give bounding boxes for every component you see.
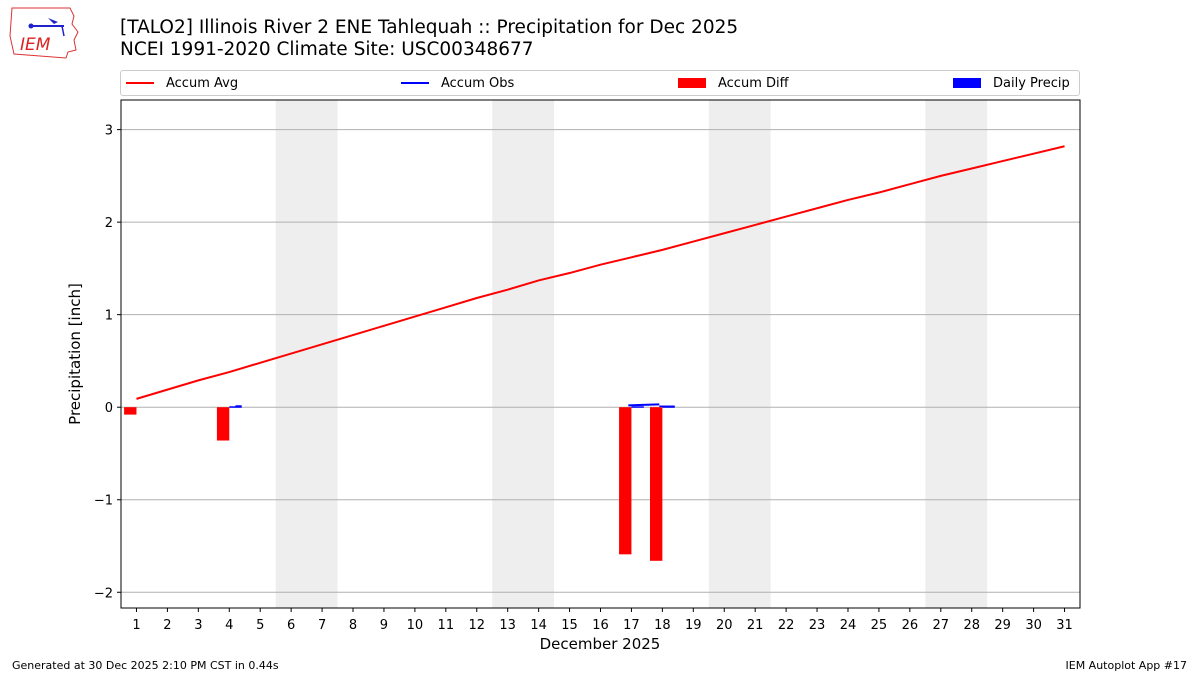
- bar: [631, 406, 644, 408]
- legend-label: Accum Diff: [718, 75, 789, 91]
- x-tick-label: 27: [933, 618, 950, 633]
- x-tick-label: 3: [194, 618, 202, 633]
- x-tick-label: 6: [287, 618, 295, 633]
- x-tick-label: 10: [407, 618, 424, 633]
- chart-title: [TALO2] Illinois River 2 ENE Tahlequah :…: [120, 17, 738, 61]
- x-tick-label: 21: [747, 618, 764, 633]
- x-tick-label: 18: [654, 618, 671, 633]
- red-line-icon: [126, 82, 154, 84]
- x-tick-label: 25: [871, 618, 888, 633]
- x-tick-label: 23: [809, 618, 826, 633]
- legend: Accum Avg Accum Obs Accum Diff Daily Pre…: [120, 70, 1080, 96]
- legend-item-accum-diff: Accum Diff: [678, 74, 789, 92]
- x-tick-label: 15: [561, 618, 578, 633]
- accum-avg-line: [136, 145, 1065, 400]
- x-tick-label: 1: [132, 618, 140, 633]
- x-tick-label: 2: [163, 618, 171, 633]
- y-tick-label: 0: [105, 401, 113, 416]
- footer-app: IEM Autoplot App #17: [1065, 659, 1188, 672]
- footer-generated: Generated at 30 Dec 2025 2:10 PM CST in …: [12, 659, 279, 672]
- bar: [216, 407, 230, 441]
- weekend-band: [708, 100, 771, 608]
- y-tick-label: 3: [105, 124, 113, 139]
- legend-label: Accum Obs: [441, 75, 515, 91]
- bar: [619, 407, 632, 555]
- bar: [649, 407, 663, 561]
- x-tick-label: 4: [225, 618, 233, 633]
- blue-line-icon: [401, 82, 429, 84]
- x-axis-label: December 2025: [540, 635, 661, 653]
- x-tick-label: 31: [1056, 618, 1073, 633]
- x-tick-label: 14: [530, 618, 547, 633]
- x-tick-label: 26: [902, 618, 919, 633]
- y-axis-ticks: −2 −1 0 1 2 3: [94, 124, 121, 601]
- x-tick-label: 13: [499, 618, 516, 633]
- bars: [124, 406, 675, 561]
- title-line-1: [TALO2] Illinois River 2 ENE Tahlequah :…: [120, 17, 739, 38]
- blue-patch-icon: [953, 78, 981, 88]
- x-tick-label: 24: [840, 618, 857, 633]
- weekend-band: [492, 100, 555, 608]
- title-line-2: NCEI 1991-2020 Climate Site: USC00348677: [120, 39, 534, 60]
- x-tick-label: 5: [256, 618, 264, 633]
- x-tick-label: 28: [963, 618, 980, 633]
- x-tick-label: 11: [438, 618, 455, 633]
- x-tick-label: 12: [468, 618, 485, 633]
- weekend-shading: [275, 100, 988, 608]
- x-tick-label: 8: [349, 618, 357, 633]
- iem-logo: IEM: [8, 6, 80, 60]
- legend-label: Accum Avg: [166, 75, 239, 91]
- x-tick-label: 17: [623, 618, 640, 633]
- y-tick-label: −2: [94, 586, 113, 601]
- y-axis-label: Precipitation [inch]: [66, 283, 84, 425]
- x-tick-label: 7: [318, 618, 326, 633]
- weekend-band: [275, 100, 338, 608]
- y-tick-label: 2: [105, 216, 113, 231]
- logo-text: IEM: [20, 35, 51, 55]
- x-tick-label: 29: [994, 618, 1011, 633]
- x-axis-ticks: 1 2 3 4 5 6 7 8 9 10 11 12 13 14 15 16 17 18 19 20 21 22 23 24 2…: [132, 608, 1073, 633]
- red-patch-icon: [678, 78, 706, 88]
- x-tick-label: 16: [592, 618, 609, 633]
- legend-label: Daily Precip: [993, 75, 1070, 91]
- legend-item-accum-avg: Accum Avg: [126, 74, 238, 92]
- lines: [136, 145, 1065, 408]
- bar: [124, 407, 137, 415]
- y-tick-label: 1: [105, 309, 113, 324]
- weekend-band: [925, 100, 988, 608]
- x-tick-label: 20: [716, 618, 733, 633]
- x-tick-label: 19: [685, 618, 702, 633]
- x-tick-label: 22: [778, 618, 795, 633]
- x-tick-label: 30: [1025, 618, 1042, 633]
- x-tick-label: 9: [380, 618, 388, 633]
- y-gridlines: [121, 129, 1080, 593]
- legend-item-daily-precip: Daily Precip: [953, 74, 1070, 92]
- y-tick-label: −1: [94, 494, 113, 509]
- legend-item-accum-obs: Accum Obs: [401, 74, 514, 92]
